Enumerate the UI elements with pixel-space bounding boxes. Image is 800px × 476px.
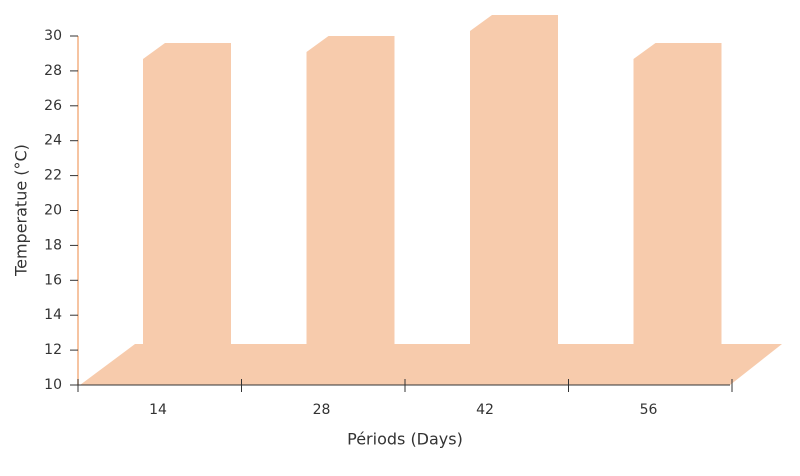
y-tick-label: 28	[44, 63, 62, 79]
x-tick-label: 42	[476, 402, 494, 418]
y-axis-label: Temperatue (°C)	[12, 144, 31, 277]
y-tick-label: 10	[44, 377, 62, 393]
x-tick-label: 28	[313, 402, 331, 418]
y-tick-label: 18	[44, 237, 62, 253]
y-tick-label: 22	[44, 168, 62, 184]
y-tick-label: 14	[44, 307, 62, 323]
column	[306, 36, 395, 346]
column	[143, 42, 231, 346]
floor	[80, 344, 782, 385]
y-tick-label: 20	[44, 203, 62, 219]
x-tick-label: 56	[640, 402, 658, 418]
x-tick-label: 14	[149, 402, 167, 418]
y-tick-label: 30	[44, 28, 62, 44]
y-tick-label: 12	[44, 342, 62, 358]
column	[633, 42, 722, 346]
y-tick-label: 26	[44, 98, 62, 114]
x-axis-label: Périods (Days)	[347, 430, 463, 449]
column	[470, 15, 558, 347]
y-tick-label: 24	[44, 133, 62, 149]
y-tick-label: 16	[44, 272, 62, 288]
